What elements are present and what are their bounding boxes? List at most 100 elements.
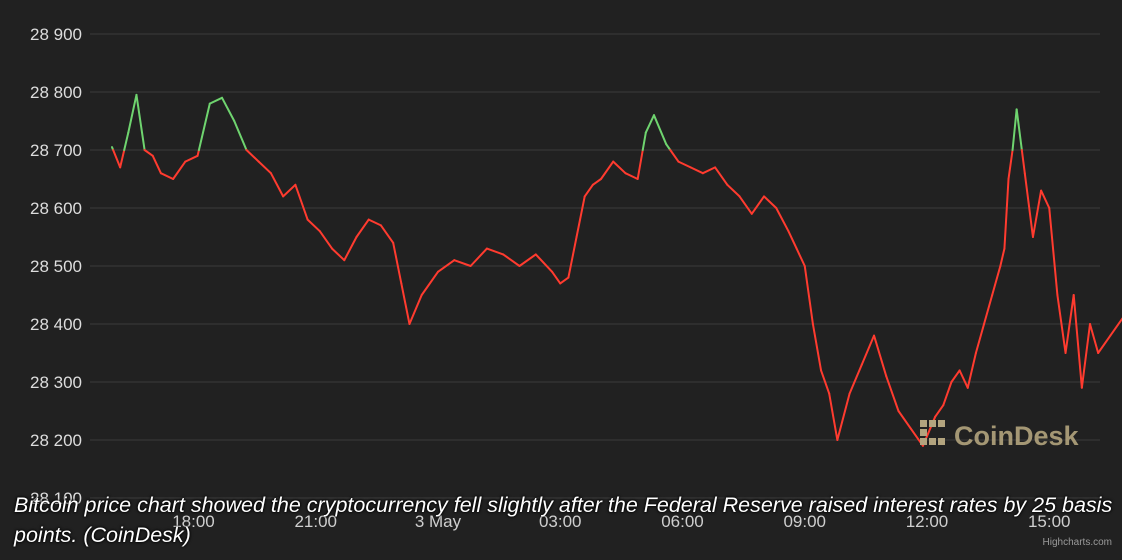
price-segment-down [1003, 178, 1010, 250]
price-segment-down [966, 352, 977, 389]
price-segment-down [245, 149, 260, 163]
y-tick-label: 28 300 [30, 373, 82, 392]
price-series [111, 93, 1122, 447]
price-segment-down [159, 172, 175, 180]
price-segment-up [641, 131, 647, 151]
price-segment-down [331, 247, 346, 262]
price-segment-down [469, 247, 488, 267]
price-segment-down [689, 166, 704, 175]
price-segment-down [355, 218, 370, 238]
price-segment-down [318, 230, 334, 250]
y-tick-label: 28 200 [30, 431, 82, 450]
watermark-text: CoinDesk [954, 421, 1080, 451]
price-segment-down [1080, 323, 1091, 389]
price-segment-down [184, 154, 199, 163]
price-segment-down [502, 253, 521, 267]
price-segment-down [453, 259, 472, 267]
x-tick-label: 06:00 [661, 512, 704, 531]
x-tick-label: 18:00 [172, 512, 215, 531]
price-segment-down [828, 392, 839, 441]
price-segment-down [726, 183, 741, 198]
y-axis: 28 900 28 800 28 700 28 600 28 500 28 400 28 3… [30, 25, 82, 508]
chart-caption: Bitcoin price chart showed the cryptocur… [14, 493, 1113, 547]
price-segment-down [701, 166, 717, 175]
price-segment-down [518, 253, 537, 267]
x-tick-label: 09:00 [783, 512, 826, 531]
price-segment-down [624, 172, 639, 180]
price-segment-down [1109, 317, 1122, 337]
x-tick-label: 3 May [415, 512, 462, 531]
price-segment-down [836, 392, 851, 441]
price-segment-down [983, 294, 994, 325]
price-segment-down [151, 154, 162, 175]
grid-lines [90, 33, 1100, 499]
price-segment-down [282, 183, 297, 198]
price-segment-down [934, 404, 945, 418]
price-segment-up [665, 143, 672, 151]
price-segment-down [534, 253, 554, 273]
price-segment-down [775, 207, 790, 233]
price-segment-down [999, 247, 1006, 267]
price-segment-down [974, 323, 986, 354]
price-segment-down [1097, 334, 1112, 354]
price-segment-up [233, 120, 248, 151]
price-segment-down [343, 236, 358, 262]
price-segment-down [1023, 172, 1034, 238]
price-segment-down [714, 166, 729, 186]
price-segment-down [1048, 207, 1059, 296]
price-segment-down [257, 160, 272, 175]
price-segment-down [1072, 294, 1083, 389]
price-segment-up [1011, 108, 1018, 151]
price-segment-down [367, 218, 382, 227]
price-segment-down [119, 149, 126, 169]
coindesk-logo-icon [920, 420, 945, 445]
y-tick-label: 28 900 [30, 25, 82, 44]
price-segment-down [811, 323, 823, 372]
price-segment-down [143, 149, 154, 157]
price-segment-down [294, 183, 309, 221]
y-tick-label: 28 400 [30, 315, 82, 334]
y-tick-label: 28 700 [30, 141, 82, 160]
price-segment-down [991, 265, 1002, 296]
price-segment-down [392, 241, 403, 285]
price-segment-down [600, 160, 615, 180]
price-segment-down [738, 195, 753, 215]
highcharts-credits[interactable]: Highcharts.com [1043, 537, 1112, 548]
price-segment-down [795, 247, 806, 267]
price-segment-up [644, 114, 655, 134]
price-segment-up [135, 93, 146, 151]
price-segment-down [269, 172, 285, 198]
x-tick-label: 21:00 [294, 512, 337, 531]
price-segment-down [437, 259, 456, 273]
price-segment-down [848, 363, 863, 395]
price-segment-down [575, 195, 586, 238]
price-segment-down [379, 224, 395, 244]
price-segment-down [420, 270, 439, 296]
price-segment-down [1040, 189, 1051, 209]
price-segment-up [123, 131, 130, 151]
price-segment-down [1056, 294, 1067, 354]
price-segment-down [112, 149, 122, 169]
price-segment-down [559, 276, 570, 285]
x-tick-label: 15:00 [1028, 512, 1071, 531]
price-segment-up [1015, 108, 1023, 151]
price-segment-up [208, 96, 224, 105]
price-segment-down [942, 381, 953, 407]
price-segment-down [669, 149, 680, 163]
y-tick-label: 28 600 [30, 199, 82, 218]
y-tick-label: 28 100 [30, 489, 82, 508]
x-tick-label: 12:00 [906, 512, 949, 531]
price-segment-up [652, 114, 668, 146]
price-segment-up [221, 96, 236, 122]
price-segment-down [591, 178, 602, 186]
x-axis: 18:00 21:00 3 May 03:00 06:00 09:00 12:00 15:00 [172, 512, 1070, 531]
price-segment-down [787, 230, 798, 250]
price-segment-down [958, 369, 969, 389]
price-segment-down [1020, 149, 1026, 175]
price-segment-down [860, 334, 876, 366]
price-segment-down [485, 247, 505, 256]
price-segment-down [820, 369, 831, 395]
price-segment-down [803, 265, 814, 325]
price-segment-down [677, 160, 692, 169]
